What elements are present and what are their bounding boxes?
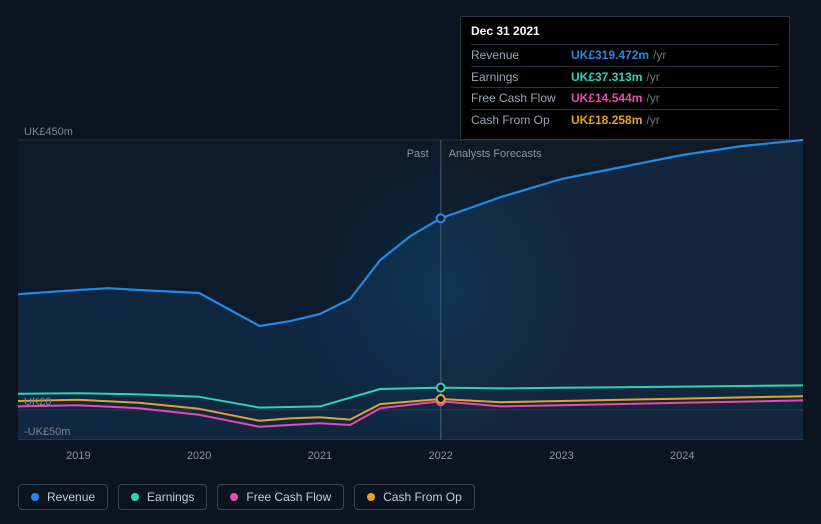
- x-tick-label: 2019: [66, 450, 90, 462]
- forecast-region-label: Analysts Forecasts: [449, 148, 542, 160]
- tooltip-row-unit: /yr: [646, 69, 659, 86]
- x-tick-label: 2020: [187, 450, 211, 462]
- tooltip-row: Free Cash FlowUK£14.544m /yr: [471, 87, 779, 109]
- tooltip-row-value: UK£37.313m: [571, 69, 642, 86]
- legend-label: Revenue: [47, 490, 95, 504]
- legend-dot-icon: [31, 493, 39, 501]
- tooltip-row: Cash From OpUK£18.258m /yr: [471, 109, 779, 131]
- tooltip-row: EarningsUK£37.313m /yr: [471, 66, 779, 88]
- y-tick-label: -UK£50m: [24, 426, 70, 438]
- tooltip-row-value: UK£14.544m: [571, 90, 642, 107]
- legend-label: Free Cash Flow: [246, 490, 331, 504]
- x-tick-label: 2023: [549, 450, 573, 462]
- tooltip-date: Dec 31 2021: [471, 23, 779, 44]
- x-tick-label: 2021: [308, 450, 332, 462]
- tooltip-row-label: Revenue: [471, 47, 571, 64]
- legend-label: Cash From Op: [383, 490, 462, 504]
- legend-dot-icon: [131, 493, 139, 501]
- legend-item[interactable]: Revenue: [18, 484, 108, 510]
- tooltip-row-label: Cash From Op: [471, 112, 571, 129]
- tooltip-row-label: Earnings: [471, 69, 571, 86]
- tooltip-row-value: UK£18.258m: [571, 112, 642, 129]
- tooltip-row-unit: /yr: [646, 112, 659, 129]
- legend-label: Earnings: [147, 490, 194, 504]
- legend-dot-icon: [230, 493, 238, 501]
- legend-item[interactable]: Cash From Op: [354, 484, 475, 510]
- past-region-label: Past: [407, 148, 429, 160]
- tooltip-row: RevenueUK£319.472m /yr: [471, 44, 779, 66]
- legend-item[interactable]: Free Cash Flow: [217, 484, 344, 510]
- tooltip-row-unit: /yr: [646, 90, 659, 107]
- tooltip-row-value: UK£319.472m: [571, 47, 649, 64]
- tooltip-row-unit: /yr: [653, 47, 666, 64]
- chart-legend: Revenue Earnings Free Cash Flow Cash From O…: [18, 484, 475, 510]
- tooltip-row-label: Free Cash Flow: [471, 90, 571, 107]
- legend-dot-icon: [367, 493, 375, 501]
- chart-tooltip: Dec 31 2021 RevenueUK£319.472m /yrEarnin…: [460, 16, 790, 140]
- x-tick-label: 2024: [670, 450, 694, 462]
- legend-item[interactable]: Earnings: [118, 484, 207, 510]
- y-tick-label: UK£0: [24, 396, 52, 408]
- y-tick-label: UK£450m: [24, 126, 73, 138]
- x-tick-label: 2022: [428, 450, 452, 462]
